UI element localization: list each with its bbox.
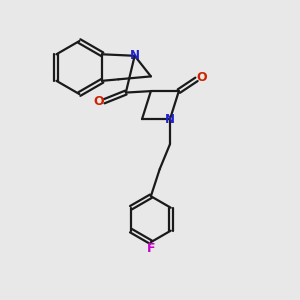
Text: N: N: [130, 49, 140, 62]
Text: N: N: [165, 112, 175, 126]
Text: O: O: [196, 71, 207, 84]
Text: O: O: [93, 95, 104, 108]
Text: F: F: [147, 242, 155, 254]
